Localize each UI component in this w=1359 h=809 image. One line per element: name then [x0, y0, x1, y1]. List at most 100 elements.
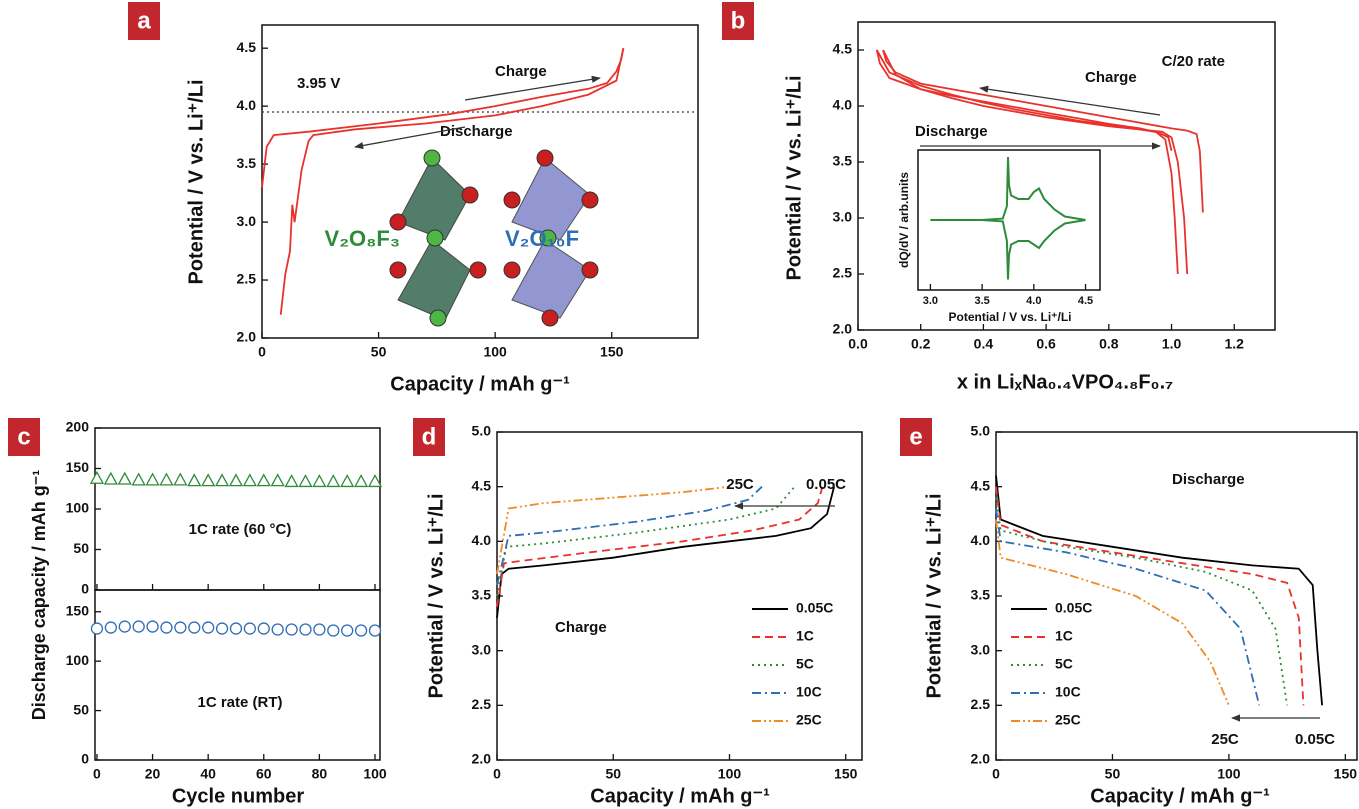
- data-line: [496, 486, 796, 597]
- x-tick-label: 100: [1217, 766, 1241, 782]
- x-tick-label: 0: [493, 766, 501, 782]
- polyhedra: [389, 149, 599, 327]
- atom: [426, 229, 444, 247]
- data-line: [995, 475, 1323, 706]
- x-tick-label: 100: [718, 766, 742, 782]
- marker: [229, 622, 243, 635]
- annotation: Charge: [495, 63, 547, 80]
- x-tick-label: 0: [93, 766, 101, 782]
- x-tick-label: 4.0: [1026, 295, 1041, 307]
- plot-frame: [857, 21, 1276, 331]
- annotation: Charge: [1085, 69, 1137, 86]
- y-tick-label: 100: [66, 652, 90, 668]
- octahedron: [511, 239, 591, 319]
- x-tick-label: 3.0: [923, 295, 938, 307]
- x-tick-label: 50: [1105, 766, 1121, 782]
- atom: [469, 261, 487, 279]
- marker: [132, 620, 145, 633]
- annotation: 0.05C: [1295, 731, 1335, 748]
- y-tick-label: 100: [66, 500, 90, 516]
- legend-label: 0.05C: [796, 600, 833, 616]
- marker: [160, 621, 173, 634]
- y-axis-title: Potential / V vs. Li⁺/Li: [425, 493, 447, 698]
- marker: [341, 624, 354, 637]
- x-tick-label: 0.6: [1036, 336, 1056, 352]
- octahedron: [511, 157, 591, 241]
- marker: [256, 473, 271, 487]
- annotation: V₂O₈F₃: [325, 226, 400, 251]
- marker: [284, 474, 299, 488]
- x-tick-label: 150: [600, 344, 624, 360]
- atom: [539, 229, 557, 247]
- y-tick-label: 4.0: [472, 532, 492, 548]
- annotation: 25C: [1211, 731, 1239, 748]
- x-axis-title: Capacity / mAh g⁻¹: [390, 373, 570, 395]
- x-tick-label: 0: [992, 766, 1000, 782]
- panel-letter: d: [422, 423, 437, 450]
- y-tick-label: 4.5: [971, 477, 991, 493]
- legend-label: 10C: [1055, 684, 1081, 700]
- legend-label: 25C: [1055, 712, 1081, 728]
- panel-letter: c: [17, 423, 30, 450]
- panel-badge: [900, 418, 932, 456]
- x-tick-label: 1.2: [1225, 336, 1245, 352]
- atom: [461, 186, 479, 204]
- data-line: [995, 519, 1230, 706]
- marker: [145, 472, 160, 486]
- x-tick-label: 3.5: [974, 295, 989, 307]
- marker: [215, 622, 229, 635]
- x-tick-label: 150: [834, 766, 858, 782]
- arrow: [979, 85, 1161, 116]
- legend-label: 10C: [796, 684, 822, 700]
- annotation: Charge: [555, 619, 607, 636]
- panel-badge: [722, 2, 754, 40]
- x-tick-label: 4.5: [1078, 295, 1093, 307]
- x-tick-label: 0: [258, 344, 266, 360]
- annotation: V₂O₁₀F: [505, 226, 579, 251]
- y-tick-label: 3.0: [971, 641, 991, 657]
- panel-letter: a: [137, 7, 151, 34]
- y-tick-label: 50: [73, 540, 89, 556]
- annotations: Charge Discharge V₂O₈F₃ V₂O₁₀F C/20 rate…: [189, 53, 1336, 748]
- marker: [214, 473, 230, 487]
- x-tick-label: 0.8: [1099, 336, 1119, 352]
- atom: [389, 213, 407, 231]
- marker: [187, 473, 202, 487]
- marker: [312, 474, 327, 488]
- annotation: 0.05C: [806, 476, 846, 493]
- x-tick-label: 20: [145, 766, 161, 782]
- plot-frame: [261, 24, 699, 339]
- y-tick-label: 4.0: [971, 532, 991, 548]
- marker: [243, 622, 257, 635]
- marker: [174, 621, 187, 634]
- marker: [270, 473, 285, 487]
- x-tick-label: 150: [1334, 766, 1358, 782]
- data-line: [261, 48, 625, 188]
- annotation: Discharge: [440, 123, 513, 140]
- annotation: C/20 rate: [1162, 53, 1225, 70]
- data-line: [882, 49, 1204, 213]
- marker: [104, 621, 117, 634]
- marker: [257, 622, 270, 635]
- atom: [581, 191, 599, 209]
- marker: [340, 474, 355, 488]
- marker: [173, 472, 188, 486]
- y-tick-label: 2.5: [237, 271, 257, 287]
- marker: [353, 474, 369, 488]
- marker: [103, 471, 118, 485]
- y-tick-label: 5.0: [971, 423, 991, 439]
- data-line: [876, 49, 1179, 275]
- marker: [228, 473, 244, 487]
- legend-label: 0.05C: [1055, 600, 1092, 616]
- y-tick-label: 4.5: [833, 41, 853, 57]
- atom: [541, 309, 559, 327]
- axis-titles: Capacity / mAh g⁻¹ Potential / V vs. Li⁺…: [29, 75, 1270, 807]
- y-tick-label: 3.5: [833, 153, 853, 169]
- marker: [285, 623, 298, 636]
- marker: [159, 472, 174, 486]
- marker: [326, 474, 341, 488]
- marker: [299, 623, 312, 636]
- y-tick-label: 2.0: [472, 751, 492, 767]
- data-line: [496, 486, 763, 586]
- legend-label: 1C: [796, 628, 814, 644]
